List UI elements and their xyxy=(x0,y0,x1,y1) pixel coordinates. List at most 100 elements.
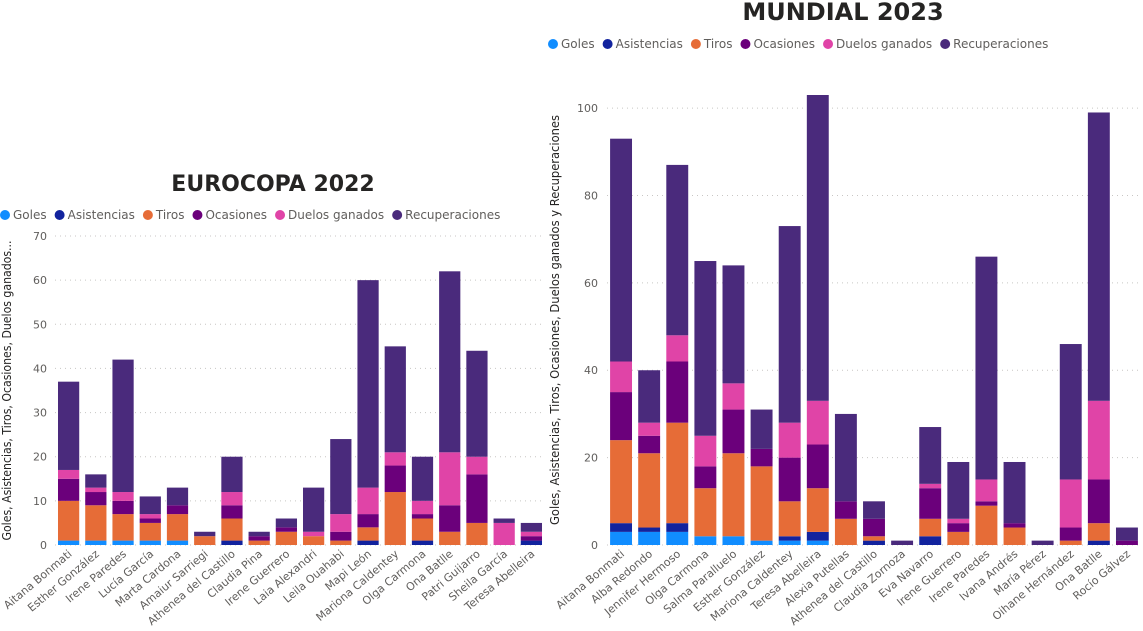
bar-ona-batlle-ocasiones[interactable] xyxy=(439,505,461,532)
legend-item-recuperaciones[interactable]: Recuperaciones xyxy=(940,37,1048,51)
bar-stack-mariona-caldentey[interactable] xyxy=(384,346,406,545)
bar-olga-carmona-goles[interactable] xyxy=(694,536,717,545)
bar-teresa-abelleira-asistencias[interactable] xyxy=(520,540,543,545)
bar-stack-esther-gonzalez[interactable] xyxy=(750,409,773,545)
bar-aitana-bonmati-asistencias[interactable] xyxy=(610,523,633,532)
bar-olga-carmona-duelos-ganados[interactable] xyxy=(411,500,434,515)
bar-oihane-hernandez-tiros[interactable] xyxy=(1059,540,1082,545)
bar-aitana-bonmati-ocasiones[interactable] xyxy=(610,392,633,441)
bar-stack-esther-gonzalez[interactable] xyxy=(85,474,107,545)
bar-irene-guerrero-tiros[interactable] xyxy=(947,531,970,545)
bar-oihane-hernandez-duelos-ganados[interactable] xyxy=(1059,479,1082,528)
bar-eva-navarro-tiros[interactable] xyxy=(919,518,942,537)
bar-salma-paralluelo-duelos-ganados[interactable] xyxy=(722,383,745,410)
bar-stack-ivana-andres[interactable] xyxy=(1003,461,1026,545)
bar-teresa-abelleira-duelos-ganados[interactable] xyxy=(520,531,543,537)
bar-stack-lucia-garcia[interactable] xyxy=(139,496,161,545)
legend-item-goles[interactable]: Goles xyxy=(0,208,47,222)
bar-mariona-caldentey-tiros[interactable] xyxy=(778,501,801,537)
bar-ona-batlle-asistencias[interactable] xyxy=(1087,540,1110,545)
bar-olga-carmona-recuperaciones[interactable] xyxy=(411,456,434,501)
bar-alba-redondo-tiros[interactable] xyxy=(638,453,661,528)
bar-esther-gonzalez-duelos-ganados[interactable] xyxy=(85,487,107,493)
bar-stack-maria-perez[interactable] xyxy=(1031,540,1054,545)
bar-alexia-putellas-tiros[interactable] xyxy=(834,518,857,545)
bar-olga-carmona-recuperaciones[interactable] xyxy=(694,261,717,436)
bar-alba-redondo-ocasiones[interactable] xyxy=(638,435,661,454)
bar-alexia-putellas-ocasiones[interactable] xyxy=(834,501,857,519)
bar-stack-irene-paredes[interactable] xyxy=(112,359,134,545)
bar-stack-claudia-zornoza[interactable] xyxy=(891,540,914,545)
bar-stack-mapi-leon[interactable] xyxy=(357,280,379,545)
bar-mariona-caldentey-duelos-ganados[interactable] xyxy=(778,422,801,458)
bar-marta-cardona-recuperaciones[interactable] xyxy=(166,487,189,506)
bar-stack-eva-navarro[interactable] xyxy=(919,427,942,545)
bar-stack-aitana-bonmati[interactable] xyxy=(57,381,80,545)
bar-mapi-leon-tiros[interactable] xyxy=(357,527,379,541)
bar-ona-batlle-duelos-ganados[interactable] xyxy=(1087,400,1110,480)
bar-mariona-caldentey-duelos-ganados[interactable] xyxy=(384,452,406,466)
bar-jennifer-hermoso-tiros[interactable] xyxy=(666,422,689,524)
bar-jennifer-hermoso-asistencias[interactable] xyxy=(666,523,689,532)
bar-athenea-del-castillo-duelos-ganados[interactable] xyxy=(221,492,243,506)
bar-lucia-garcia-recuperaciones[interactable] xyxy=(139,496,161,515)
bar-stack-athenea-del-castillo[interactable] xyxy=(221,456,243,545)
bar-maria-perez-recuperaciones[interactable] xyxy=(1031,540,1054,545)
bar-laia-alexandri-duelos-ganados[interactable] xyxy=(302,531,325,537)
bar-mapi-leon-ocasiones[interactable] xyxy=(357,514,379,528)
bar-claudia-zornoza-recuperaciones[interactable] xyxy=(891,540,914,545)
bar-athenea-del-castillo-asistencias[interactable] xyxy=(863,540,885,545)
bar-athenea-del-castillo-tiros[interactable] xyxy=(863,536,885,541)
bar-ivana-andres-recuperaciones[interactable] xyxy=(1003,461,1026,524)
bar-teresa-abelleira-tiros[interactable] xyxy=(806,488,829,532)
bar-eva-navarro-duelos-ganados[interactable] xyxy=(919,483,942,489)
bar-stack-alexia-putellas[interactable] xyxy=(834,413,857,545)
bar-stack-athenea-del-castillo[interactable] xyxy=(863,501,885,545)
bar-leila-ouahabi-ocasiones[interactable] xyxy=(330,531,352,541)
bar-athenea-del-castillo-ocasiones[interactable] xyxy=(221,505,243,519)
bar-athenea-del-castillo-asistencias[interactable] xyxy=(221,540,243,545)
bar-irene-guerrero-tiros[interactable] xyxy=(275,531,298,545)
bar-salma-paralluelo-ocasiones[interactable] xyxy=(722,409,745,454)
bar-jennifer-hermoso-duelos-ganados[interactable] xyxy=(666,335,689,362)
bar-aitana-bonmati-tiros[interactable] xyxy=(57,500,80,541)
bar-claudia-pina-ocasiones[interactable] xyxy=(248,536,270,541)
bar-teresa-abelleira-asistencias[interactable] xyxy=(806,531,829,541)
legend-item-ocasiones[interactable]: Ocasiones xyxy=(192,208,267,222)
bar-aitana-bonmati-recuperaciones[interactable] xyxy=(57,381,80,470)
bar-patri-guijarro-recuperaciones[interactable] xyxy=(466,350,488,457)
bar-teresa-abelleira-ocasiones[interactable] xyxy=(806,444,829,489)
bar-jennifer-hermoso-goles[interactable] xyxy=(666,531,689,545)
bar-alexia-putellas-recuperaciones[interactable] xyxy=(834,413,857,502)
bar-mariona-caldentey-asistencias[interactable] xyxy=(778,536,801,541)
bar-ona-batlle-recuperaciones[interactable] xyxy=(1087,112,1110,401)
bar-stack-teresa-abelleira[interactable] xyxy=(520,522,543,545)
bar-laia-alexandri-recuperaciones[interactable] xyxy=(302,487,325,532)
bar-aitana-bonmati-ocasiones[interactable] xyxy=(57,478,80,501)
bar-patri-guijarro-duelos-ganados[interactable] xyxy=(466,456,488,475)
bar-stack-sheila-garcia[interactable] xyxy=(493,518,515,545)
bar-jennifer-hermoso-recuperaciones[interactable] xyxy=(666,164,689,336)
legend-item-duelos-ganados[interactable]: Duelos ganados xyxy=(275,208,384,222)
bar-stack-irene-guerrero[interactable] xyxy=(947,461,970,545)
bar-esther-gonzalez-recuperaciones[interactable] xyxy=(85,474,107,488)
bar-patri-guijarro-ocasiones[interactable] xyxy=(466,474,488,523)
bar-lucia-garcia-tiros[interactable] xyxy=(139,522,161,541)
bar-laia-alexandri-tiros[interactable] xyxy=(302,536,325,545)
bar-irene-guerrero-duelos-ganados[interactable] xyxy=(947,518,970,524)
bar-aitana-bonmati-recuperaciones[interactable] xyxy=(610,138,633,362)
bar-oihane-hernandez-ocasiones[interactable] xyxy=(1059,527,1082,541)
bar-leila-ouahabi-tiros[interactable] xyxy=(330,540,352,545)
bar-amaiur-sarriegi-tiros[interactable] xyxy=(194,536,216,545)
bar-mariona-caldentey-recuperaciones[interactable] xyxy=(384,346,406,453)
bar-athenea-del-castillo-tiros[interactable] xyxy=(221,518,243,541)
bar-ona-batlle-tiros[interactable] xyxy=(1087,523,1110,541)
bar-aitana-bonmati-duelos-ganados[interactable] xyxy=(57,469,80,479)
bar-eva-navarro-recuperaciones[interactable] xyxy=(919,427,942,484)
bar-stack-claudia-pina[interactable] xyxy=(248,531,270,545)
bar-stack-alba-redondo[interactable] xyxy=(638,370,661,545)
bar-irene-paredes-tiros[interactable] xyxy=(975,505,998,545)
bar-salma-paralluelo-goles[interactable] xyxy=(722,536,745,545)
bar-mariona-caldentey-recuperaciones[interactable] xyxy=(778,226,801,423)
bar-sheila-garcia-duelos-ganados[interactable] xyxy=(493,522,515,545)
